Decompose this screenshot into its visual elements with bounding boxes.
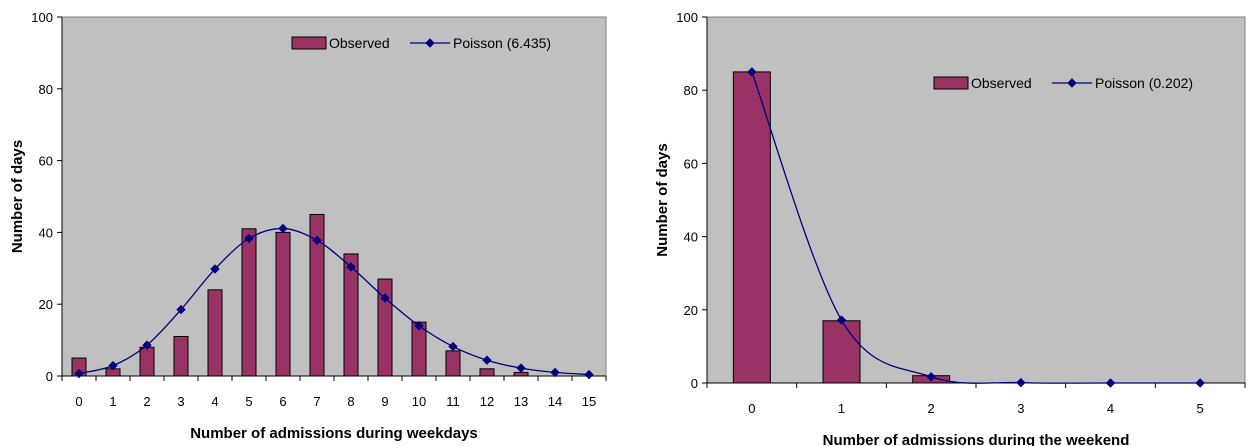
bar-observed bbox=[732, 71, 771, 384]
bar-observed bbox=[309, 213, 325, 377]
x-tick-label: 10 bbox=[412, 394, 426, 409]
y-tick-label: 40 bbox=[684, 230, 698, 245]
y-tick-label: 0 bbox=[691, 376, 698, 391]
poisson-point bbox=[836, 315, 847, 325]
poisson-point bbox=[1105, 378, 1116, 388]
x-tick-label: 2 bbox=[928, 401, 935, 416]
y-tick-label: 80 bbox=[39, 82, 53, 97]
poisson-point bbox=[312, 235, 322, 246]
poisson-point bbox=[584, 369, 594, 380]
x-tick-label: 4 bbox=[1107, 401, 1114, 416]
poisson-point bbox=[1195, 378, 1205, 388]
x-tick-label: 13 bbox=[514, 394, 528, 409]
x-tick-label: 15 bbox=[582, 394, 596, 409]
poisson-point bbox=[346, 262, 356, 272]
poisson-point bbox=[278, 223, 288, 234]
legend-label-observed: Observed bbox=[329, 35, 390, 51]
x-tick-label: 6 bbox=[279, 394, 286, 409]
x-tick-label: 5 bbox=[245, 394, 252, 409]
x-tick-label: 5 bbox=[1197, 401, 1204, 416]
y-tick-label: 80 bbox=[684, 83, 698, 98]
x-tick-label: 2 bbox=[143, 394, 150, 409]
legend-marker-poisson bbox=[425, 38, 435, 48]
legend: Observed Poisson (0.202) bbox=[933, 75, 1193, 91]
poisson-point bbox=[74, 368, 84, 379]
x-tick-label: 4 bbox=[211, 394, 218, 409]
bar-observed bbox=[275, 231, 291, 377]
x-tick-label: 14 bbox=[548, 394, 562, 409]
legend-label-poisson: Poisson (6.435) bbox=[453, 35, 551, 51]
y-tick-label: 60 bbox=[684, 156, 698, 171]
x-axis-title: Number of admissions during the weekend bbox=[823, 432, 1130, 446]
poisson-point bbox=[142, 340, 152, 350]
poisson-point bbox=[210, 264, 220, 274]
poisson-point bbox=[176, 304, 186, 315]
legend-swatch-observed bbox=[933, 76, 969, 90]
y-tick-label: 100 bbox=[676, 10, 698, 25]
plot-area bbox=[706, 16, 1246, 384]
poisson-point bbox=[747, 67, 757, 77]
legend-label-poisson: Poisson (0.202) bbox=[1095, 75, 1193, 91]
bar-observed bbox=[173, 336, 189, 377]
bar-observed bbox=[479, 368, 495, 377]
poisson-point bbox=[926, 372, 936, 382]
x-tick-label: 7 bbox=[313, 394, 320, 409]
x-tick-label: 0 bbox=[75, 394, 82, 409]
x-tick-label: 12 bbox=[480, 394, 494, 409]
bar-observed bbox=[377, 278, 393, 377]
bar-observed bbox=[343, 253, 359, 377]
poisson-point bbox=[380, 293, 390, 303]
bar-observed bbox=[241, 228, 257, 377]
poisson-point bbox=[516, 363, 526, 373]
chart-2: 0 20 40 60 80 100 0 1 2 3 4 5 Number of admissions d… bbox=[654, 10, 1246, 446]
y-tick-label: 20 bbox=[684, 303, 698, 318]
poisson-point bbox=[414, 321, 424, 331]
y-tick-label: 0 bbox=[46, 369, 53, 384]
legend: Observed Poisson (6.435) bbox=[291, 35, 551, 51]
y-tick-label: 60 bbox=[39, 154, 53, 169]
poisson-point bbox=[108, 360, 118, 371]
y-axis-title: Number of days bbox=[9, 140, 26, 253]
plot-area bbox=[61, 16, 607, 377]
y-tick-label: 100 bbox=[31, 10, 53, 25]
poisson-line bbox=[78, 227, 590, 376]
y-axis-title: Number of days bbox=[654, 143, 671, 256]
poisson-point bbox=[244, 233, 254, 244]
poisson-point bbox=[448, 341, 458, 352]
x-tick-label: 1 bbox=[109, 394, 116, 409]
x-tick-label: 0 bbox=[748, 401, 755, 416]
poisson-point bbox=[550, 367, 560, 378]
x-tick-label: 1 bbox=[838, 401, 845, 416]
bar-observed bbox=[445, 350, 461, 377]
poisson-point bbox=[1016, 377, 1026, 388]
x-tick-label: 3 bbox=[1017, 401, 1024, 416]
bar-observed bbox=[513, 371, 529, 377]
x-tick-label: 9 bbox=[381, 394, 388, 409]
y-tick-label: 20 bbox=[39, 297, 53, 312]
legend-swatch-observed bbox=[291, 36, 327, 50]
legend-label-observed: Observed bbox=[971, 75, 1032, 91]
x-axis-title: Number of admissions during weekdays bbox=[190, 425, 478, 442]
bar-observed bbox=[822, 320, 861, 384]
bar-observed bbox=[207, 289, 223, 377]
bar-observed bbox=[139, 346, 155, 377]
x-tick-label: 8 bbox=[347, 394, 354, 409]
legend-marker-poisson bbox=[1067, 78, 1077, 88]
poisson-point bbox=[482, 355, 492, 365]
x-tick-label: 3 bbox=[177, 394, 184, 409]
y-tick-label: 40 bbox=[39, 225, 53, 240]
x-tick-label: 11 bbox=[446, 394, 460, 409]
